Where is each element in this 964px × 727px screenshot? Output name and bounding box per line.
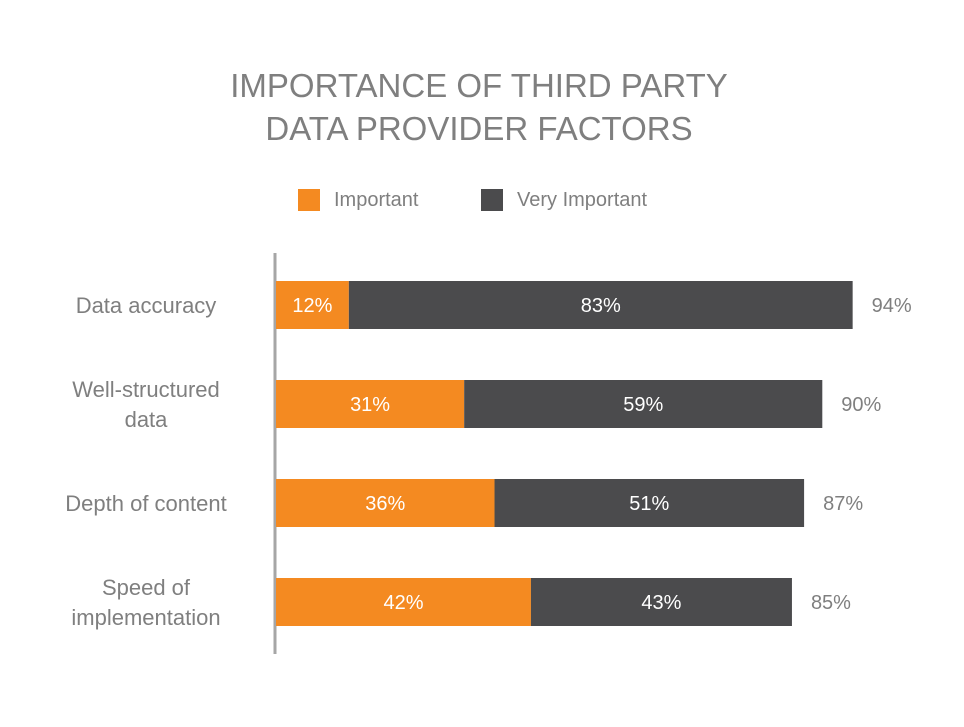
legend-label-1: Very Important: [517, 189, 648, 211]
bar-value-label: 42%: [383, 592, 423, 614]
category-label: Speed of: [102, 575, 191, 600]
bar-value-label: 43%: [641, 592, 681, 614]
bar-value-label: 59%: [623, 394, 663, 416]
total-label: 85%: [811, 592, 851, 614]
bar-very-important: [464, 380, 823, 428]
chart-title-line: DATA PROVIDER FACTORS: [265, 110, 692, 147]
category-label: data: [125, 407, 169, 432]
bar-very-important: [530, 578, 792, 626]
bar-value-label: 83%: [581, 295, 621, 317]
bar-value-label: 36%: [365, 493, 405, 515]
bar-value-label: 12%: [292, 295, 332, 317]
legend-label-0: Important: [334, 189, 419, 211]
total-label: 94%: [872, 295, 912, 317]
bar-value-label: 31%: [350, 394, 390, 416]
chart-title-line: IMPORTANCE OF THIRD PARTY: [230, 67, 728, 104]
chart-title: IMPORTANCE OF THIRD PARTY DATA PROVIDER F…: [230, 67, 728, 147]
category-label: Data accuracy: [76, 293, 217, 318]
legend: Important Very Important: [298, 189, 648, 211]
bars: Data accuracy 12% 83% 94% Well-structured dat…: [65, 281, 912, 630]
category-label: implementation: [71, 605, 220, 630]
bar-value-label: 51%: [629, 493, 669, 515]
bar-important: [276, 380, 465, 428]
category-label: Well-structured: [72, 377, 220, 402]
bar-very-important: [348, 281, 853, 329]
bar-important: [276, 281, 349, 329]
bar-very-important: [494, 479, 805, 527]
bar-important: [276, 578, 531, 626]
total-label: 90%: [841, 394, 881, 416]
total-label: 87%: [823, 493, 863, 515]
legend-swatch-0: [298, 189, 320, 211]
category-label: Depth of content: [65, 491, 226, 516]
bar-important: [276, 479, 495, 527]
legend-swatch-1: [481, 189, 503, 211]
